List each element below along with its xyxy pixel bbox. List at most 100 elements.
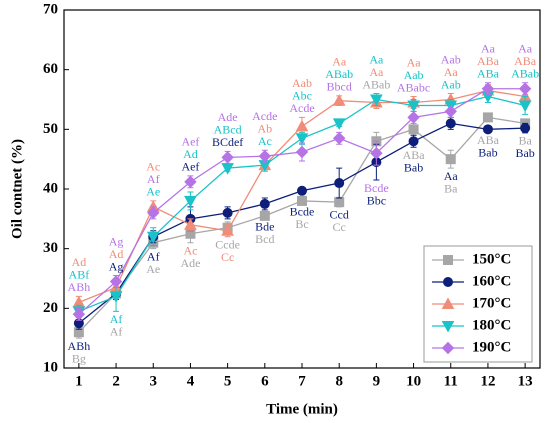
point-annotation: Bab <box>478 146 497 160</box>
point-annotation: Abc <box>292 89 312 103</box>
x-tick-label: 5 <box>224 373 232 389</box>
point-annotation: Aef <box>181 135 199 149</box>
marker <box>332 132 346 145</box>
point-annotation: Ac <box>258 134 272 148</box>
point-annotation: ABa <box>477 54 500 68</box>
point-annotation: Ade <box>218 110 238 124</box>
point-annotation: Ade <box>180 256 200 270</box>
point-annotation: Ae <box>146 185 160 199</box>
point-annotation: Ag <box>109 234 124 248</box>
legend-label: 180°C <box>472 317 511 333</box>
x-tick-label: 4 <box>187 373 195 389</box>
point-annotation: Af <box>147 172 160 186</box>
x-tick-label: 11 <box>444 373 458 389</box>
point-annotation: Aa <box>444 65 459 79</box>
point-annotation: Aab <box>292 76 312 90</box>
point-annotation: Bab <box>515 146 534 160</box>
point-annotation: Aef <box>181 160 199 174</box>
marker <box>370 94 383 107</box>
x-tick-label: 8 <box>335 373 343 389</box>
marker <box>407 111 420 124</box>
x-tick-label: 13 <box>518 373 533 389</box>
marker <box>334 197 345 208</box>
point-annotation: ABf <box>69 268 90 282</box>
point-annotation: Ccde <box>215 237 240 251</box>
marker <box>295 145 309 159</box>
marker <box>109 275 123 288</box>
point-annotation: Aa <box>369 65 384 79</box>
y-axis-label: Oil contnet (%) <box>9 139 25 239</box>
marker <box>146 231 160 244</box>
marker <box>332 94 346 106</box>
marker <box>441 341 455 355</box>
point-annotation: Aab <box>404 68 424 82</box>
marker <box>221 151 234 164</box>
x-tick-label: 3 <box>150 373 158 389</box>
point-annotation: Aa <box>332 55 347 69</box>
legend-label: 170°C <box>472 295 511 311</box>
x-tick-label: 9 <box>373 373 381 389</box>
point-annotation: Ad <box>183 147 198 161</box>
point-annotation: Af <box>110 312 123 326</box>
marker <box>184 218 197 230</box>
marker <box>518 82 532 95</box>
point-annotation: Acde <box>289 101 314 115</box>
marker <box>334 178 345 189</box>
point-annotation: Ac <box>146 160 160 174</box>
legend-label: 160°C <box>472 273 511 289</box>
y-tick-label: 40 <box>43 180 58 196</box>
x-tick-label: 2 <box>112 373 120 389</box>
point-annotation: Bcd <box>255 232 274 246</box>
marker <box>443 255 453 265</box>
point-annotation: ABa <box>403 148 426 162</box>
marker <box>407 100 420 113</box>
point-annotation: Ad <box>109 247 124 261</box>
marker <box>147 206 160 220</box>
marker <box>184 175 197 189</box>
x-tick-label: 1 <box>75 373 83 389</box>
point-annotation: Bde <box>255 220 274 234</box>
y-tick-label: 60 <box>43 61 58 77</box>
point-annotation: Ac <box>183 243 197 257</box>
y-tick-label: 30 <box>43 240 58 256</box>
point-annotation: Acde <box>252 109 277 123</box>
marker <box>444 105 457 118</box>
point-annotation: ABab <box>511 67 539 81</box>
point-annotation: Ba <box>444 181 458 195</box>
marker <box>72 308 86 321</box>
marker <box>258 149 272 163</box>
marker <box>481 82 495 95</box>
point-annotation: Aa <box>444 169 459 183</box>
marker <box>518 100 532 113</box>
point-annotation: ABcd <box>214 123 242 137</box>
marker <box>259 198 270 209</box>
point-annotation: ABabc <box>397 80 430 94</box>
point-annotation: Bab <box>404 160 423 174</box>
point-annotation: ABab <box>325 67 353 81</box>
x-tick-label: 6 <box>261 373 269 389</box>
marker <box>482 112 493 123</box>
marker <box>222 207 233 218</box>
point-annotation: Af <box>147 249 160 263</box>
y-tick-label: 20 <box>43 300 58 316</box>
x-tick-label: 12 <box>480 373 495 389</box>
marker <box>295 119 309 132</box>
point-annotation: Bc <box>295 217 308 231</box>
point-annotation: BCdef <box>212 135 243 149</box>
y-tick-label: 70 <box>43 1 58 17</box>
point-annotation: ABh <box>68 280 91 294</box>
marker <box>332 118 346 130</box>
point-annotation: Aa <box>369 52 384 66</box>
point-annotation: Bbc <box>367 193 386 207</box>
marker <box>445 154 456 165</box>
point-annotation: Cc <box>221 250 234 264</box>
point-annotation: Ba <box>518 134 532 148</box>
point-annotation: Cc <box>333 220 346 234</box>
marker <box>295 133 309 145</box>
marker <box>443 277 453 287</box>
point-annotation: ABa <box>514 54 537 68</box>
point-annotation: Ad <box>72 255 87 269</box>
point-annotation: Ccd <box>330 208 349 222</box>
legend-label: 190°C <box>472 339 511 355</box>
